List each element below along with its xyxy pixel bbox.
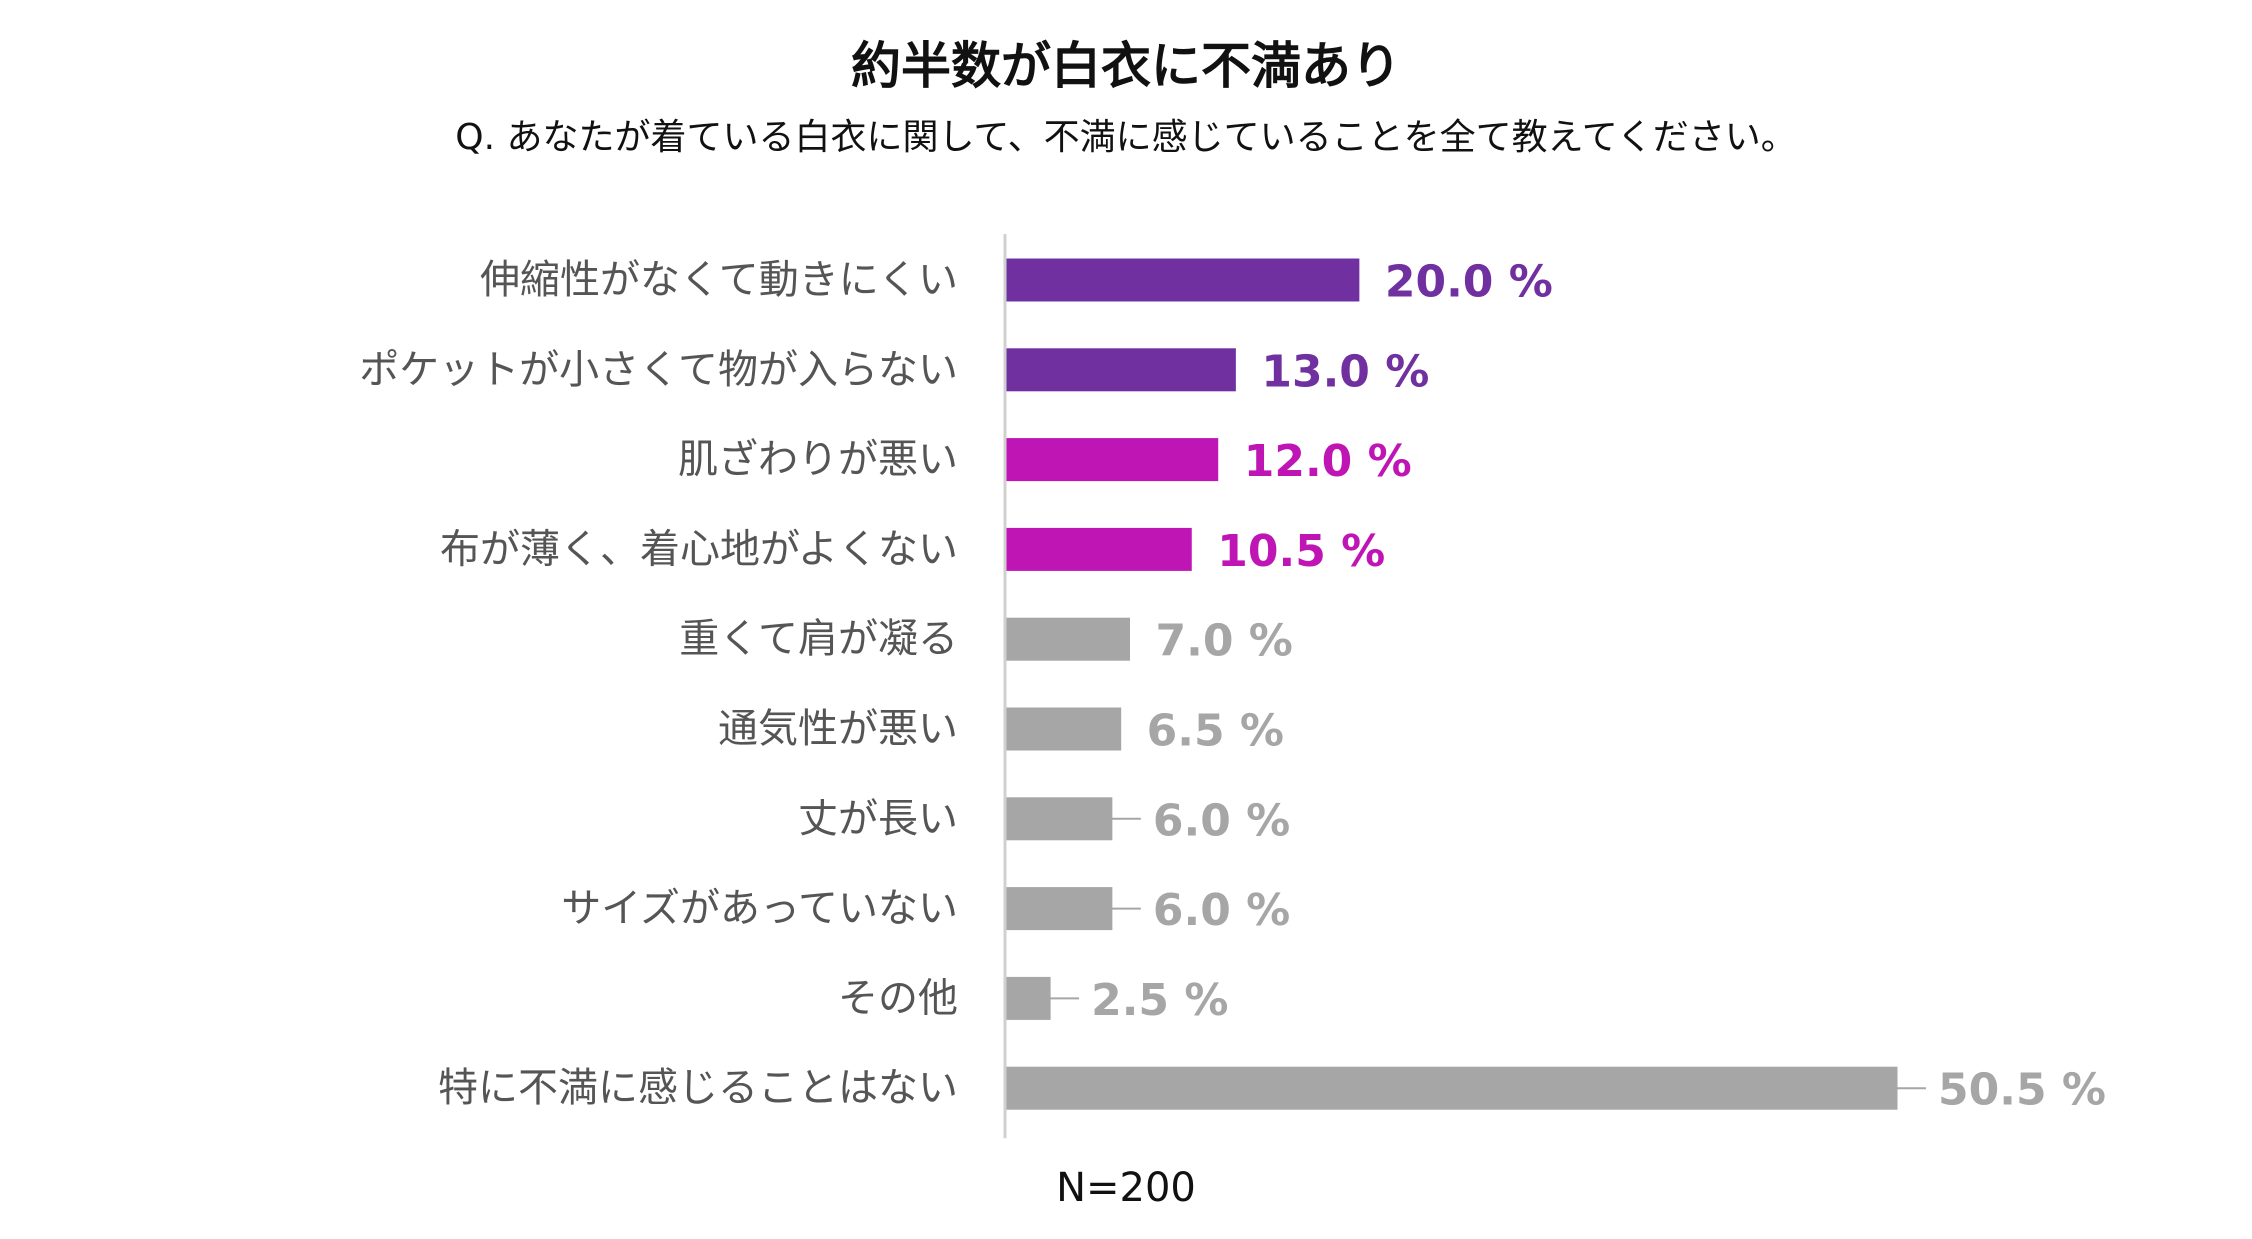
category-label: 特に不満に感じることはない xyxy=(438,1065,958,1111)
category-label: 肌ざわりが悪い xyxy=(678,437,958,483)
bar xyxy=(1006,617,1131,661)
bar xyxy=(1006,1066,1898,1110)
chart-title: 約半数が白衣に不満あり xyxy=(851,37,1401,95)
data-label: 6.0 % xyxy=(1153,885,1290,936)
data-label: 12.0 % xyxy=(1244,436,1412,487)
category-label: 伸縮性がなくて動きにくい xyxy=(480,257,958,303)
category-label: 通気性が悪い xyxy=(718,706,958,752)
bar xyxy=(1006,527,1192,571)
category-label: ポケットが小さくて物が入らない xyxy=(359,347,958,393)
bar xyxy=(1006,976,1051,1020)
bar xyxy=(1006,887,1113,931)
bar xyxy=(1006,797,1113,841)
data-label: 6.0 % xyxy=(1153,795,1290,846)
data-label: 7.0 % xyxy=(1156,616,1293,667)
category-label: サイズがあっていない xyxy=(561,886,958,932)
chart-subtitle: Q. あなたが着ている白衣に関して、不満に感じていることを全て教えてください。 xyxy=(455,117,1797,158)
category-label: 丈が長い xyxy=(798,796,958,842)
data-label: 50.5 % xyxy=(1938,1065,2106,1116)
category-label: 重くて肩が凝る xyxy=(679,616,958,662)
bar xyxy=(1006,258,1360,302)
data-label: 2.5 % xyxy=(1091,975,1228,1026)
data-label: 6.5 % xyxy=(1147,706,1284,757)
bar xyxy=(1006,348,1236,392)
data-label: 20.0 % xyxy=(1385,257,1553,308)
data-label: 10.5 % xyxy=(1217,526,1385,577)
sample-size-note: N=200 xyxy=(1056,1165,1196,1211)
bar xyxy=(1006,438,1219,482)
category-label: その他 xyxy=(838,975,958,1021)
data-label: 13.0 % xyxy=(1261,346,1429,397)
category-label: 布が薄く、着心地がよくない xyxy=(440,526,958,572)
bar xyxy=(1006,707,1122,751)
